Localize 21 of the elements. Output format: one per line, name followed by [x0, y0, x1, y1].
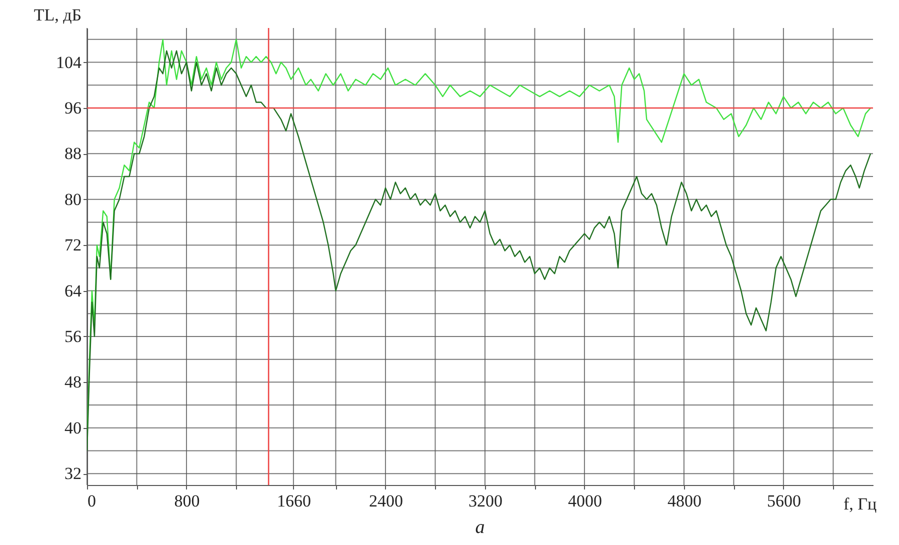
y-tick-label: 48 — [64, 372, 82, 392]
y-tick-label: 56 — [64, 326, 82, 346]
x-tick-label: 2400 — [368, 492, 403, 510]
x-tick-label: 1660 — [276, 492, 311, 510]
y-tick-label: 72 — [64, 236, 82, 255]
y-tick-label: 40 — [64, 418, 82, 438]
y-tick-label: 32 — [64, 464, 82, 484]
x-tick-label: 5600 — [766, 492, 801, 510]
x-tick-label: 3200 — [468, 492, 502, 510]
x-tick-label: 800 — [174, 492, 200, 510]
y-tick-label: 104 — [56, 52, 82, 72]
y-axis-title: TL, дБ — [34, 6, 82, 24]
x-tick-label: 4000 — [568, 492, 602, 510]
y-tick-label: 96 — [64, 98, 82, 118]
x-axis-title: f, Гц — [844, 494, 877, 514]
x-tick-label: 0 — [88, 492, 96, 510]
x-tick-label: 4800 — [667, 492, 702, 510]
y-tick-label: 80 — [64, 190, 82, 209]
y-tick-label: 64 — [64, 281, 82, 300]
y-tick-label: 88 — [64, 144, 82, 164]
text: a — [475, 517, 485, 538]
